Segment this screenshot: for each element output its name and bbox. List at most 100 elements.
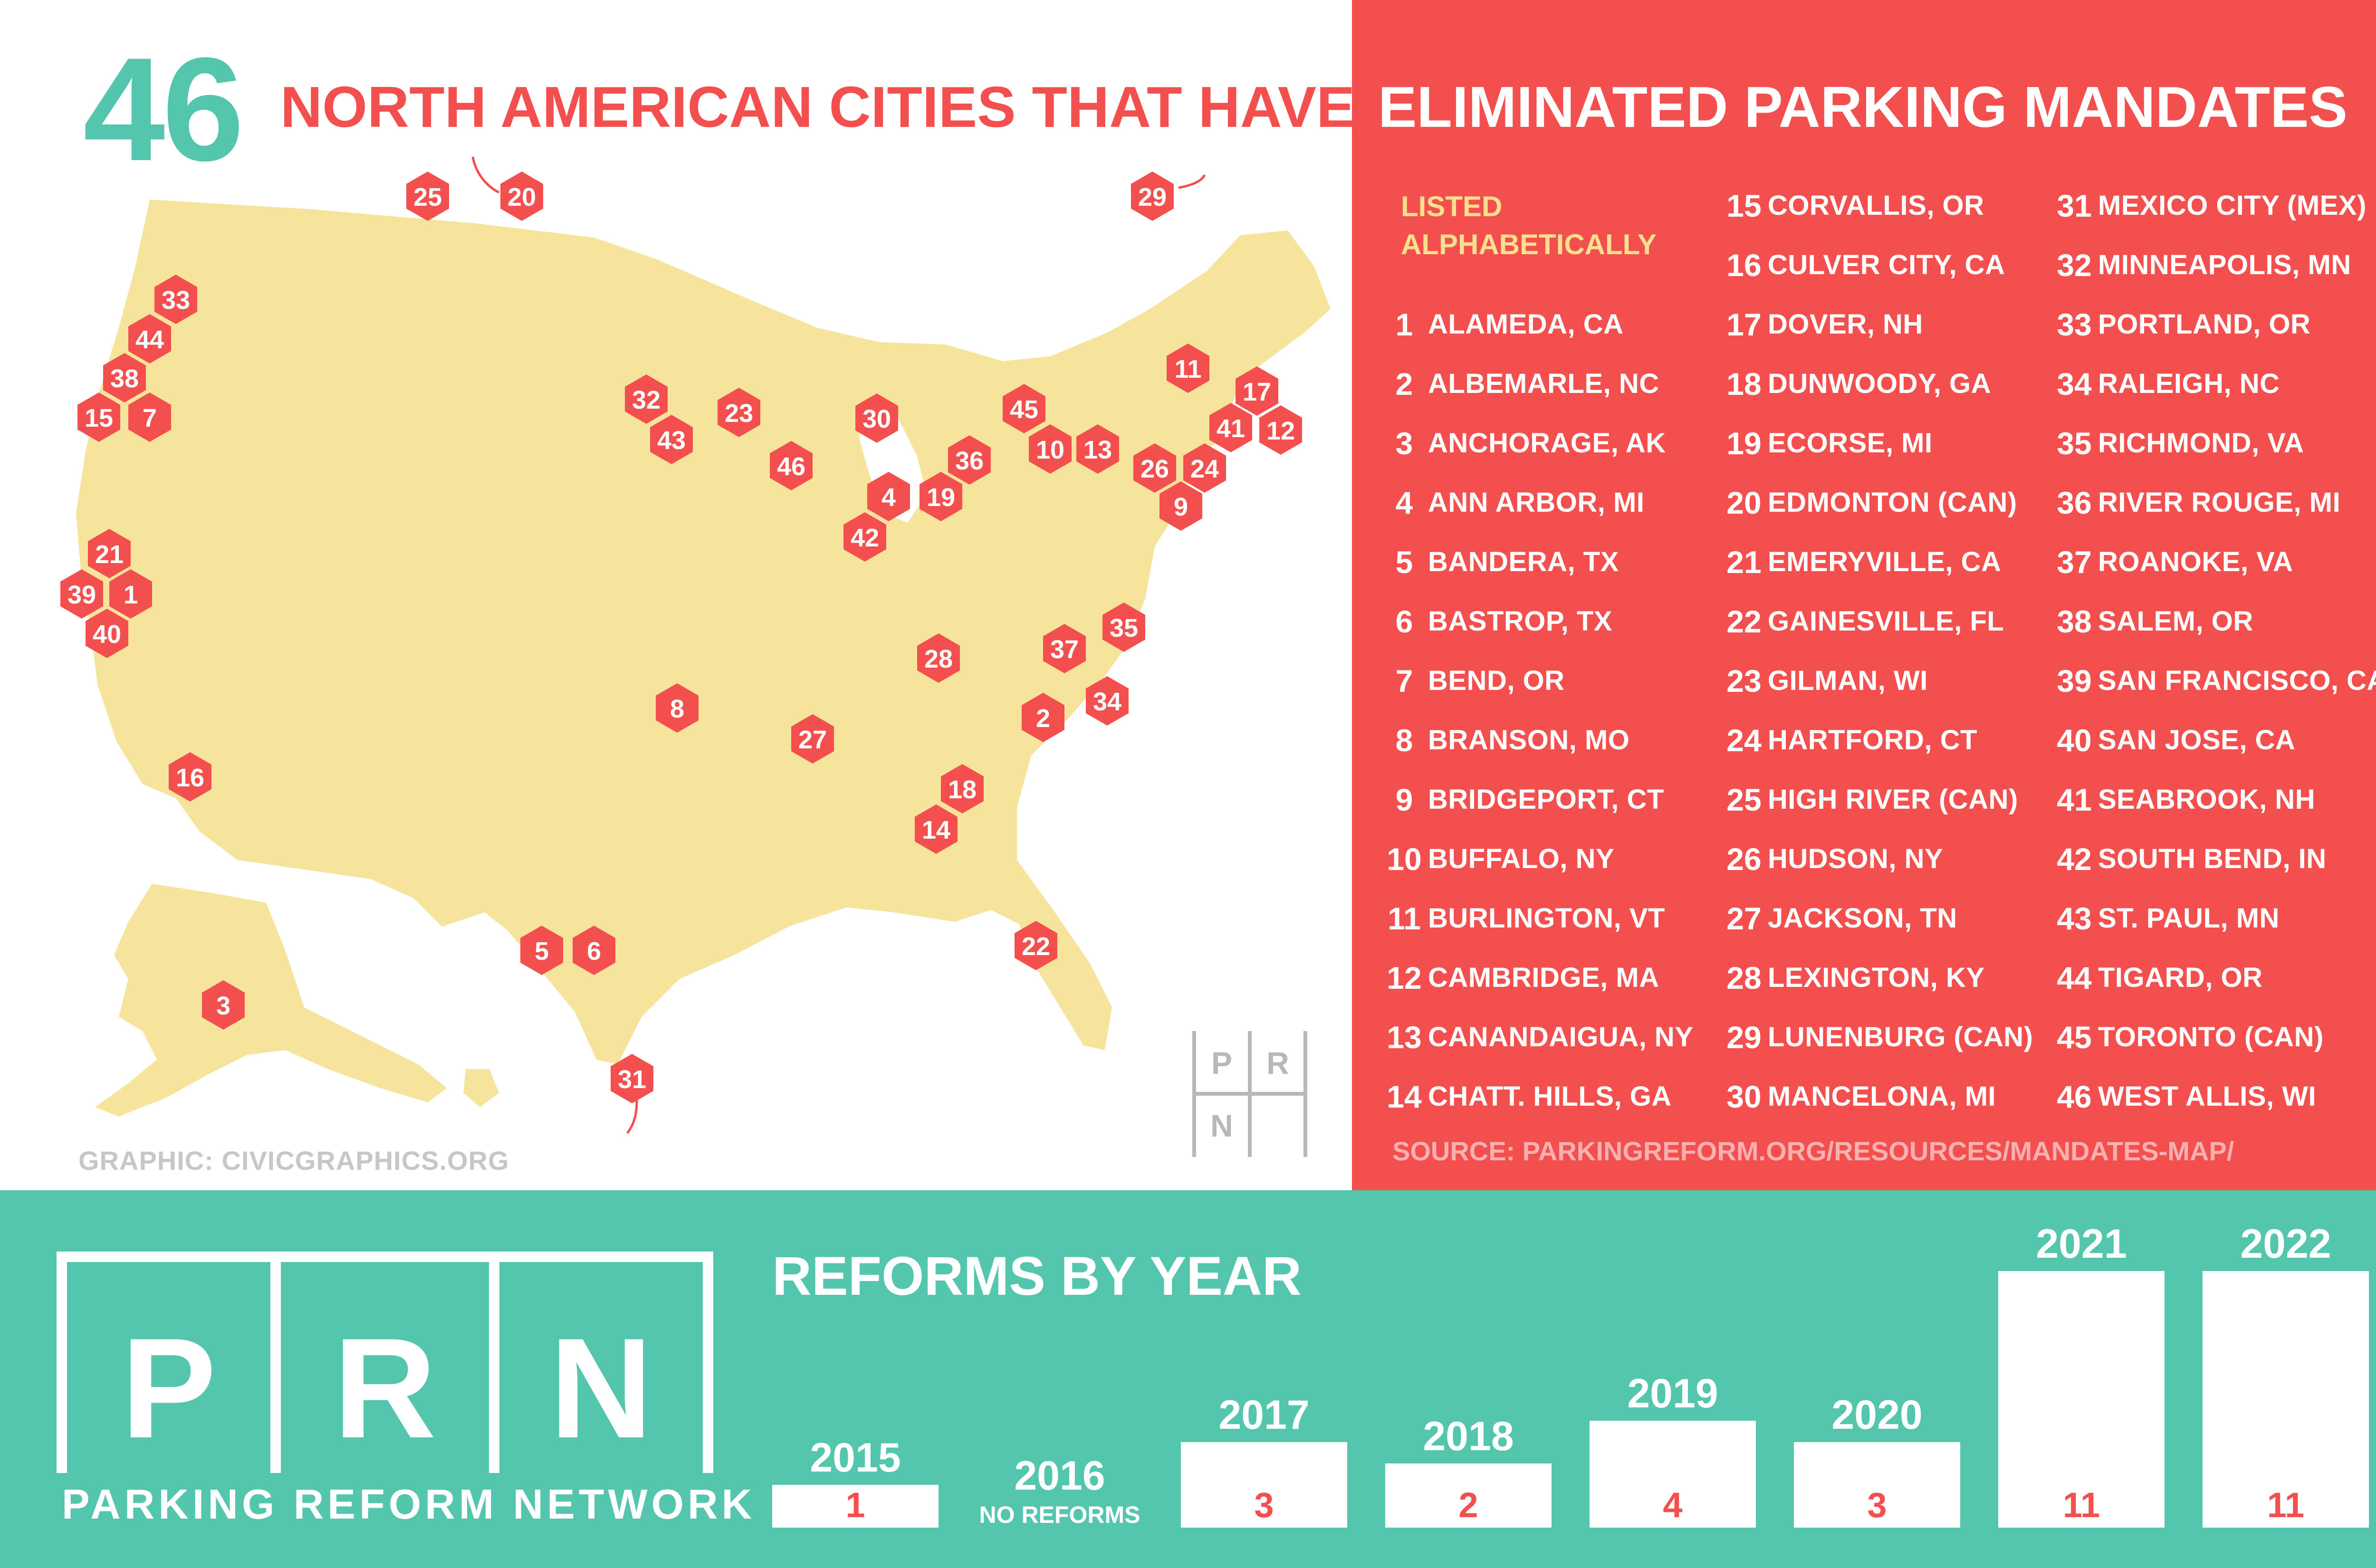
city-marker: 34 [1086, 676, 1129, 726]
city-name: HUDSON, NY [1768, 843, 1944, 874]
city-name: ECORSE, MI [1768, 428, 1933, 459]
city-list-item: 11 BURLINGTON, VT [1380, 889, 1694, 948]
direction-arrows [471, 156, 1206, 1134]
city-marker: 43 [650, 415, 693, 464]
city-list-item: 13 CANANDAIGUA, NY [1380, 1007, 1694, 1067]
marker-hexagon [109, 569, 152, 619]
marker-hexagon [917, 633, 960, 683]
city-marker: 39 [60, 569, 103, 619]
bar-value-2021: 11 [2063, 1485, 2100, 1525]
marker-number: 1 [124, 581, 138, 609]
city-name: BRANSON, MO [1428, 725, 1630, 755]
city-list-item: 19 ECORSE, MI [1720, 413, 2033, 473]
city-name: JACKSON, TN [1768, 903, 1957, 934]
city-name: ALAMEDA, CA [1428, 309, 1624, 340]
city-marker: 30 [855, 393, 898, 443]
bar-value-2017: 3 [1254, 1485, 1274, 1525]
city-list-item: 29 LUNENBURG (CAN) [1720, 1007, 2033, 1067]
city-marker: 23 [718, 388, 760, 437]
marker-number: 30 [862, 405, 891, 433]
marker-number: 38 [110, 364, 139, 393]
city-number: 28 [1726, 960, 1762, 995]
arrow-20 [471, 156, 500, 194]
marker-hexagon [86, 609, 128, 658]
city-list-item: 35 RICHMOND, VA [2050, 413, 2376, 473]
city-list-column-1: 1 ALAMEDA, CA 2 ALBEMARLE, NC 3 ANCHORAGE, AK… [1380, 295, 1694, 1126]
city-number: 24 [1726, 722, 1762, 758]
city-number: 15 [1726, 188, 1762, 223]
org-name: PARKING REFORM NETWORK [62, 1481, 756, 1528]
city-marker: 21 [88, 529, 131, 578]
city-number: 10 [1387, 841, 1422, 877]
city-name: GAINESVILLE, FL [1768, 606, 2004, 637]
city-number: 11 [1388, 900, 1421, 936]
city-list-item: 17 DOVER, NH [1720, 295, 2033, 354]
city-list-item: 16 CULVER CITY, CA [1720, 235, 2033, 295]
city-marker: 32 [625, 374, 668, 424]
city-list-item: 40 SAN JOSE, CA [2050, 710, 2376, 770]
city-name: BEND, OR [1428, 665, 1565, 696]
city-number: 43 [2057, 900, 2092, 936]
city-number: 18 [1726, 366, 1762, 402]
list-header-line2: ALPHABETICALLY [1401, 229, 1657, 260]
marker-hexagon [128, 392, 171, 442]
marker-number: 29 [1138, 183, 1167, 211]
city-list-item: 31 MEXICO CITY (MEX) [2050, 176, 2376, 235]
logo-letter-r: R [334, 1308, 437, 1468]
title-left: NORTH AMERICAN CITIES THAT HAVE [280, 75, 1355, 139]
marker-number: 12 [1266, 417, 1295, 445]
bar-value-2022: 11 [2267, 1485, 2304, 1525]
city-name: ANN ARBOR, MI [1428, 487, 1645, 518]
city-list-item: 2 ALBEMARLE, NC [1380, 354, 1694, 413]
marker-number: 20 [508, 183, 536, 211]
city-list-item: 46 WEST ALLIS, WI [2050, 1067, 2376, 1126]
city-number: 12 [1387, 960, 1422, 995]
city-list-item: 9 BRIDGEPORT, CT [1380, 770, 1694, 829]
city-number: 20 [1726, 485, 1762, 520]
city-name: MINNEAPOLIS, MN [2098, 249, 2351, 280]
city-marker: 24 [1183, 443, 1226, 493]
city-number: 19 [1726, 425, 1762, 461]
city-list-item: 24 HARTFORD, CT [1720, 710, 2033, 770]
city-list-item: 32 MINNEAPOLIS, MN [2050, 235, 2376, 295]
marker-number: 15 [85, 404, 113, 432]
bar-2022 [2203, 1271, 2369, 1528]
city-number: 34 [2057, 366, 2092, 402]
marker-hexagon [920, 472, 962, 521]
city-name: EDMONTON (CAN) [1768, 487, 2017, 518]
marker-hexagon [1236, 366, 1278, 416]
city-name: SEABROOK, NH [2098, 784, 2316, 815]
marker-hexagon [843, 512, 886, 562]
city-number: 7 [1395, 663, 1413, 698]
source-text: SOURCE: PARKINGREFORM.ORG/RESOURCES/MAND… [1392, 1136, 2234, 1166]
city-number: 3 [1395, 425, 1413, 461]
city-marker: 36 [948, 435, 991, 485]
city-list-item: 25 HIGH RIVER (CAN) [1720, 770, 2033, 829]
bar-value-2020: 3 [1867, 1485, 1887, 1525]
hawaii-shape [463, 1069, 499, 1107]
city-name: SALEM, OR [2098, 606, 2253, 637]
marker-number: 26 [1140, 455, 1169, 483]
arrow-29 [1178, 174, 1206, 189]
city-number: 23 [1726, 663, 1762, 698]
marker-hexagon [948, 435, 991, 485]
city-number: 9 [1395, 782, 1413, 817]
city-marker: 4 [867, 472, 910, 521]
marker-number: 24 [1190, 455, 1219, 483]
marker-hexagon [791, 714, 834, 764]
city-list-item: 1 ALAMEDA, CA [1380, 295, 1694, 354]
city-name: MEXICO CITY (MEX) [2098, 190, 2366, 221]
marker-hexagon [1209, 403, 1252, 452]
marker-number: 2 [1036, 704, 1050, 733]
city-name: TORONTO (CAN) [2098, 1022, 2324, 1052]
city-marker: 5 [520, 926, 563, 975]
city-name: SOUTH BEND, IN [2098, 843, 2327, 874]
city-marker: 18 [941, 764, 984, 813]
city-marker: 22 [1015, 921, 1057, 970]
city-name: LEXINGTON, KY [1768, 962, 1985, 993]
marker-number: 7 [143, 404, 157, 432]
city-list-item: 23 GILMAN, WI [1720, 651, 2033, 710]
marker-number: 35 [1110, 614, 1138, 642]
